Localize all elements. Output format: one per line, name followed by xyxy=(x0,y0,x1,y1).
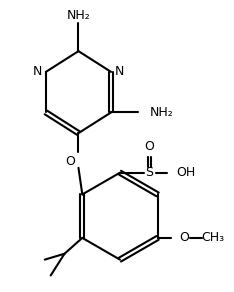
Text: O: O xyxy=(179,231,189,244)
Text: N: N xyxy=(33,65,42,78)
Text: O: O xyxy=(145,140,154,154)
Text: CH₃: CH₃ xyxy=(201,231,224,244)
Text: O: O xyxy=(66,155,76,168)
Text: N: N xyxy=(115,65,124,78)
Text: NH₂: NH₂ xyxy=(67,9,90,22)
Text: OH: OH xyxy=(176,166,196,179)
Text: S: S xyxy=(146,166,154,179)
Text: NH₂: NH₂ xyxy=(150,106,173,119)
